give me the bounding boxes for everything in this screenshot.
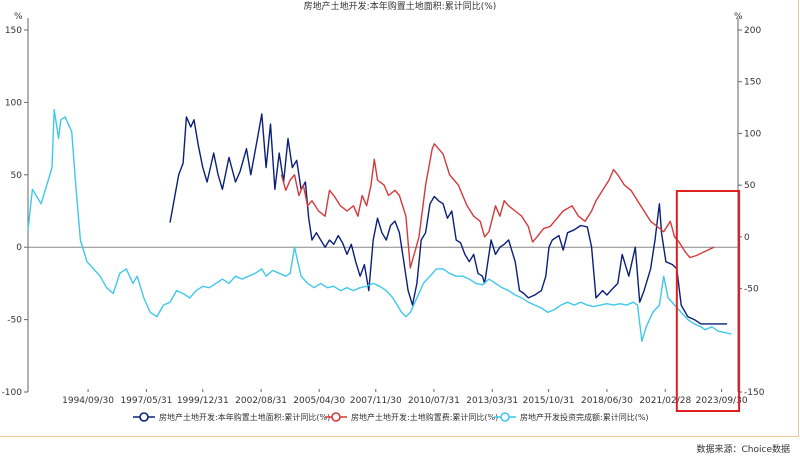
x-axis-tick-label: 2010/07/31 <box>408 396 460 406</box>
left-axis-tick-label: 150 <box>5 26 22 36</box>
series-line-3 <box>27 108 732 342</box>
chart-title: 房地产土地开发:本年购置土地面积:累计同比(%) <box>304 0 497 12</box>
right-axis-tick-label: 200 <box>744 26 761 36</box>
left-axis-tick-label: 0 <box>16 243 22 253</box>
legend-label: 房地产土地开发:土地购置费:累计同比(%) <box>351 412 498 422</box>
right-axis-tick-label: 150 <box>744 78 761 88</box>
x-axis-tick-label: 2002/08/31 <box>235 396 287 406</box>
chart-frame <box>0 0 799 437</box>
x-axis-tick-label: 1999/12/31 <box>177 396 229 406</box>
legend-swatch-marker <box>139 412 149 422</box>
legend-label: 房地产土地开发:本年购置土地面积:累计同比(%) <box>159 412 330 422</box>
x-axis-tick-label: 2007/11/30 <box>350 396 402 406</box>
right-axis-tick-label: 50 <box>744 181 756 191</box>
x-axis-tick-label: 1994/09/30 <box>62 396 114 406</box>
x-axis-tick-label: 2005/04/30 <box>293 396 345 406</box>
legend-label: 房地产开发投资完成额:累计同比(%) <box>520 412 649 422</box>
legend-swatch-marker <box>500 412 510 422</box>
highlight-box <box>675 190 741 412</box>
left-axis-tick-label: -100 <box>2 388 23 398</box>
left-axis-tick-label: 50 <box>11 171 23 181</box>
x-axis-tick-label: 1997/05/31 <box>120 396 172 406</box>
series-line-2 <box>280 143 715 269</box>
legend-item-3: 房地产开发投资完成额:累计同比(%) <box>494 412 649 422</box>
legend-item-2: 房地产土地开发:土地购置费:累计同比(%) <box>325 412 498 422</box>
right-axis-tick-label: 100 <box>744 129 761 139</box>
legend-swatch-marker <box>331 412 341 422</box>
x-axis-tick-label: 2013/03/31 <box>466 396 518 406</box>
left-axis-tick-label: -50 <box>7 316 22 326</box>
right-axis-tick-label: -50 <box>744 285 759 295</box>
left-axis-tick-label: 100 <box>5 98 22 108</box>
right-axis-tick-label: -150 <box>744 388 765 398</box>
x-axis-tick-label: 2023/09/30 <box>696 396 748 406</box>
right-axis-unit: % <box>734 12 743 22</box>
x-axis-tick-label: 2015/10/31 <box>523 396 575 406</box>
legend-item-1: 房地产土地开发:本年购置土地面积:累计同比(%) <box>133 412 330 422</box>
left-axis-unit: % <box>14 12 23 22</box>
data-source-note: 数据来源：Choice数据 <box>696 445 790 455</box>
x-axis-tick-label: 2021/02/28 <box>639 396 691 406</box>
series-line-1 <box>169 113 728 325</box>
right-axis-tick-label: 0 <box>744 233 750 243</box>
x-axis-tick-label: 2018/06/30 <box>581 396 633 406</box>
